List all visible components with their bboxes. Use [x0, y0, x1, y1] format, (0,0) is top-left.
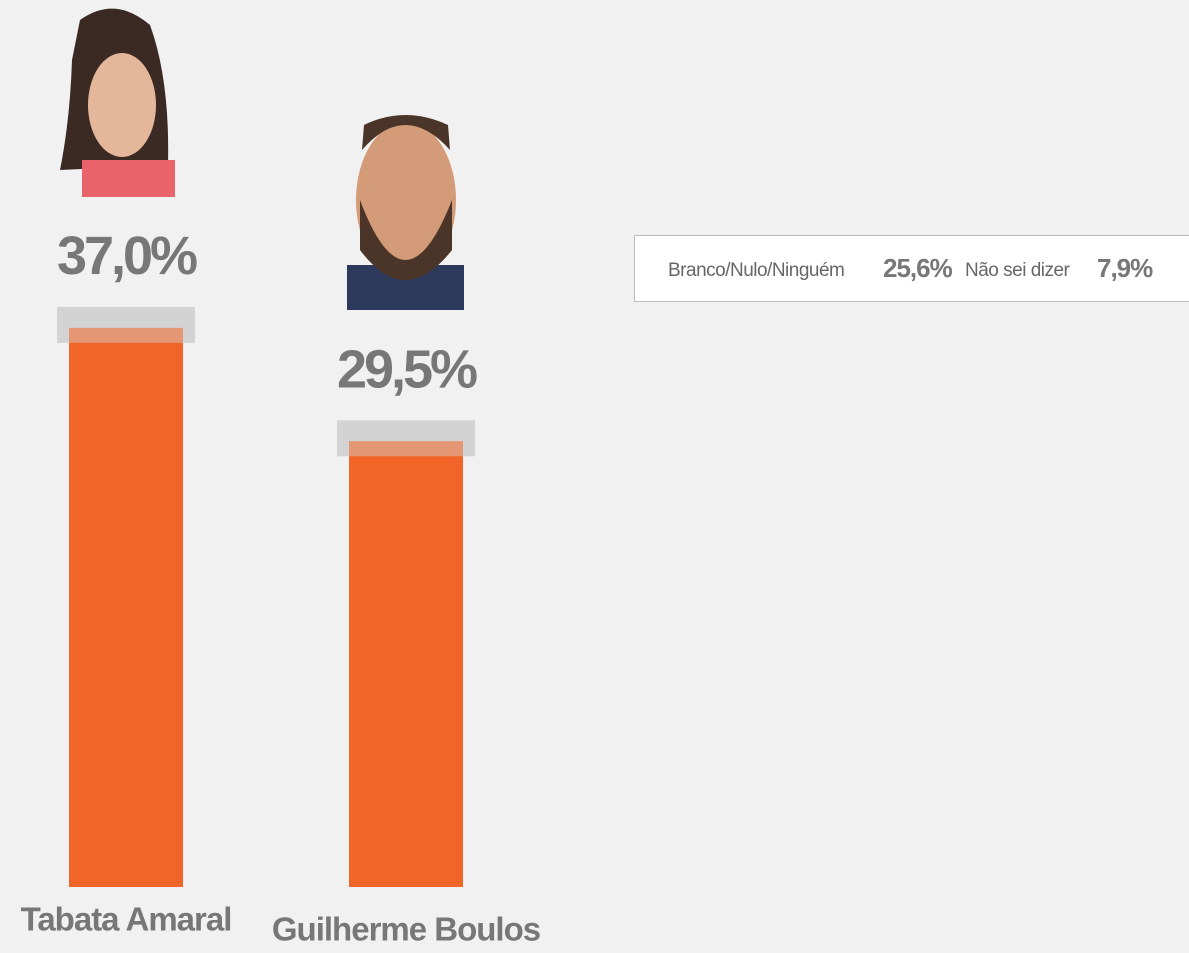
others-name: Branco/Nulo/Ninguém	[668, 260, 844, 281]
category-label: Tabata Amaral	[21, 901, 232, 938]
bar	[349, 441, 463, 887]
bar-overlap	[69, 328, 183, 343]
others-name: Não sei dizer	[965, 260, 1071, 281]
value-label: 37,0%	[57, 226, 197, 286]
chart: Branco/Nulo/Ninguém 25,6% Não sei dizer …	[0, 0, 1189, 953]
portrait	[347, 115, 464, 310]
others-value: 7,9%	[1097, 253, 1153, 283]
others-value: 25,6%	[883, 253, 953, 283]
value-label: 29,5%	[337, 340, 477, 400]
bar	[69, 328, 183, 887]
bar-overlap	[349, 441, 463, 456]
category-label: Guilherme Boulos	[272, 911, 540, 948]
